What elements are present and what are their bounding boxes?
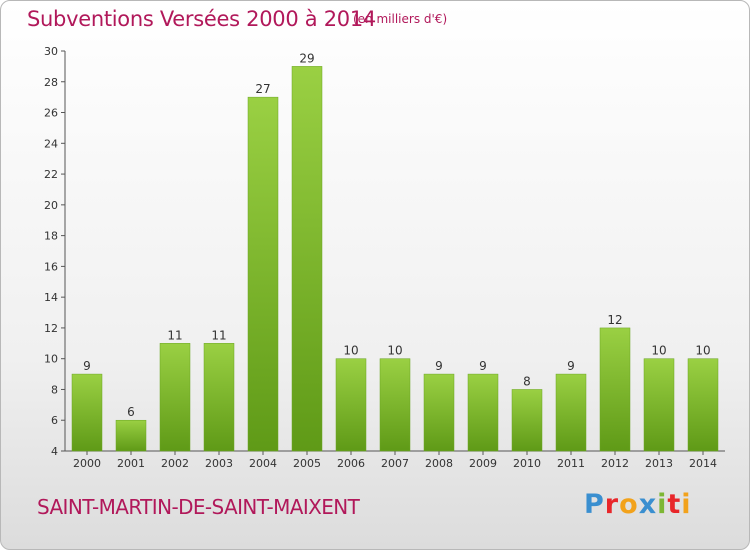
proxiti-logo: Proxiti — [584, 489, 692, 520]
y-tick-label: 16 — [44, 260, 58, 273]
y-tick-label: 20 — [44, 199, 58, 212]
x-tick-label: 2011 — [557, 457, 585, 470]
x-tick-label: 2006 — [337, 457, 365, 470]
bar-value-label: 29 — [299, 51, 314, 65]
bar — [379, 358, 411, 452]
bar — [643, 358, 675, 452]
bar — [511, 389, 543, 452]
x-tick-label: 2009 — [469, 457, 497, 470]
bar — [159, 343, 191, 452]
logo-letter: t — [667, 489, 682, 520]
x-tick-label: 2008 — [425, 457, 453, 470]
x-tick-label: 2002 — [161, 457, 189, 470]
bar — [247, 96, 279, 452]
y-tick-label: 4 — [51, 445, 58, 458]
x-tick-label: 2007 — [381, 457, 409, 470]
bar-value-label: 9 — [567, 359, 575, 373]
bar-value-label: 10 — [695, 344, 710, 358]
y-tick-label: 14 — [44, 291, 58, 304]
y-tick-label: 18 — [44, 230, 58, 243]
bar — [467, 373, 499, 452]
logo-letter: i — [681, 489, 692, 520]
bar-value-label: 9 — [479, 359, 487, 373]
bar-value-label: 10 — [387, 344, 402, 358]
bar-value-label: 11 — [167, 328, 182, 342]
logo-letter: P — [584, 489, 605, 520]
y-tick-label: 22 — [44, 168, 58, 181]
commune-name: SAINT-MARTIN-DE-SAINT-MAIXENT — [37, 495, 360, 519]
bar — [555, 373, 587, 452]
y-tick-label: 24 — [44, 137, 58, 150]
x-tick-label: 2003 — [205, 457, 233, 470]
y-tick-label: 6 — [51, 414, 58, 427]
x-tick-label: 2012 — [601, 457, 629, 470]
unit-label: (en milliers d'€) — [353, 12, 448, 26]
bar — [291, 66, 323, 452]
x-tick-label: 2014 — [689, 457, 717, 470]
y-tick-label: 8 — [51, 383, 58, 396]
bar-value-label: 10 — [343, 344, 358, 358]
x-tick-label: 2001 — [117, 457, 145, 470]
logo-letter: i — [657, 489, 668, 520]
bar — [687, 358, 719, 452]
x-tick-label: 2013 — [645, 457, 673, 470]
y-tick-label: 26 — [44, 107, 58, 120]
x-tick-label: 2010 — [513, 457, 541, 470]
bar — [423, 373, 455, 452]
bar — [335, 358, 367, 452]
bar-value-label: 6 — [127, 405, 135, 419]
bar-value-label: 12 — [607, 313, 622, 327]
bar-value-label: 9 — [435, 359, 443, 373]
y-tick-label: 28 — [44, 76, 58, 89]
x-tick-label: 2000 — [73, 457, 101, 470]
y-tick-label: 12 — [44, 322, 58, 335]
bar — [71, 373, 103, 452]
chart-title: Subventions Versées 2000 à 2014 — [27, 7, 376, 31]
logo-letter: o — [619, 489, 639, 520]
bar — [115, 419, 147, 452]
x-tick-label: 2004 — [249, 457, 277, 470]
logo-letter: r — [604, 489, 620, 520]
bar-value-label: 9 — [83, 359, 91, 373]
logo-letter: x — [638, 489, 658, 520]
bar-value-label: 10 — [651, 344, 666, 358]
bar-value-label: 27 — [255, 82, 270, 96]
bar — [599, 327, 631, 452]
y-tick-label: 10 — [44, 353, 58, 366]
bar-value-label: 8 — [523, 374, 531, 388]
x-tick-label: 2005 — [293, 457, 321, 470]
bar-value-label: 11 — [211, 328, 226, 342]
y-tick-label: 30 — [44, 45, 58, 58]
bar — [203, 343, 235, 452]
